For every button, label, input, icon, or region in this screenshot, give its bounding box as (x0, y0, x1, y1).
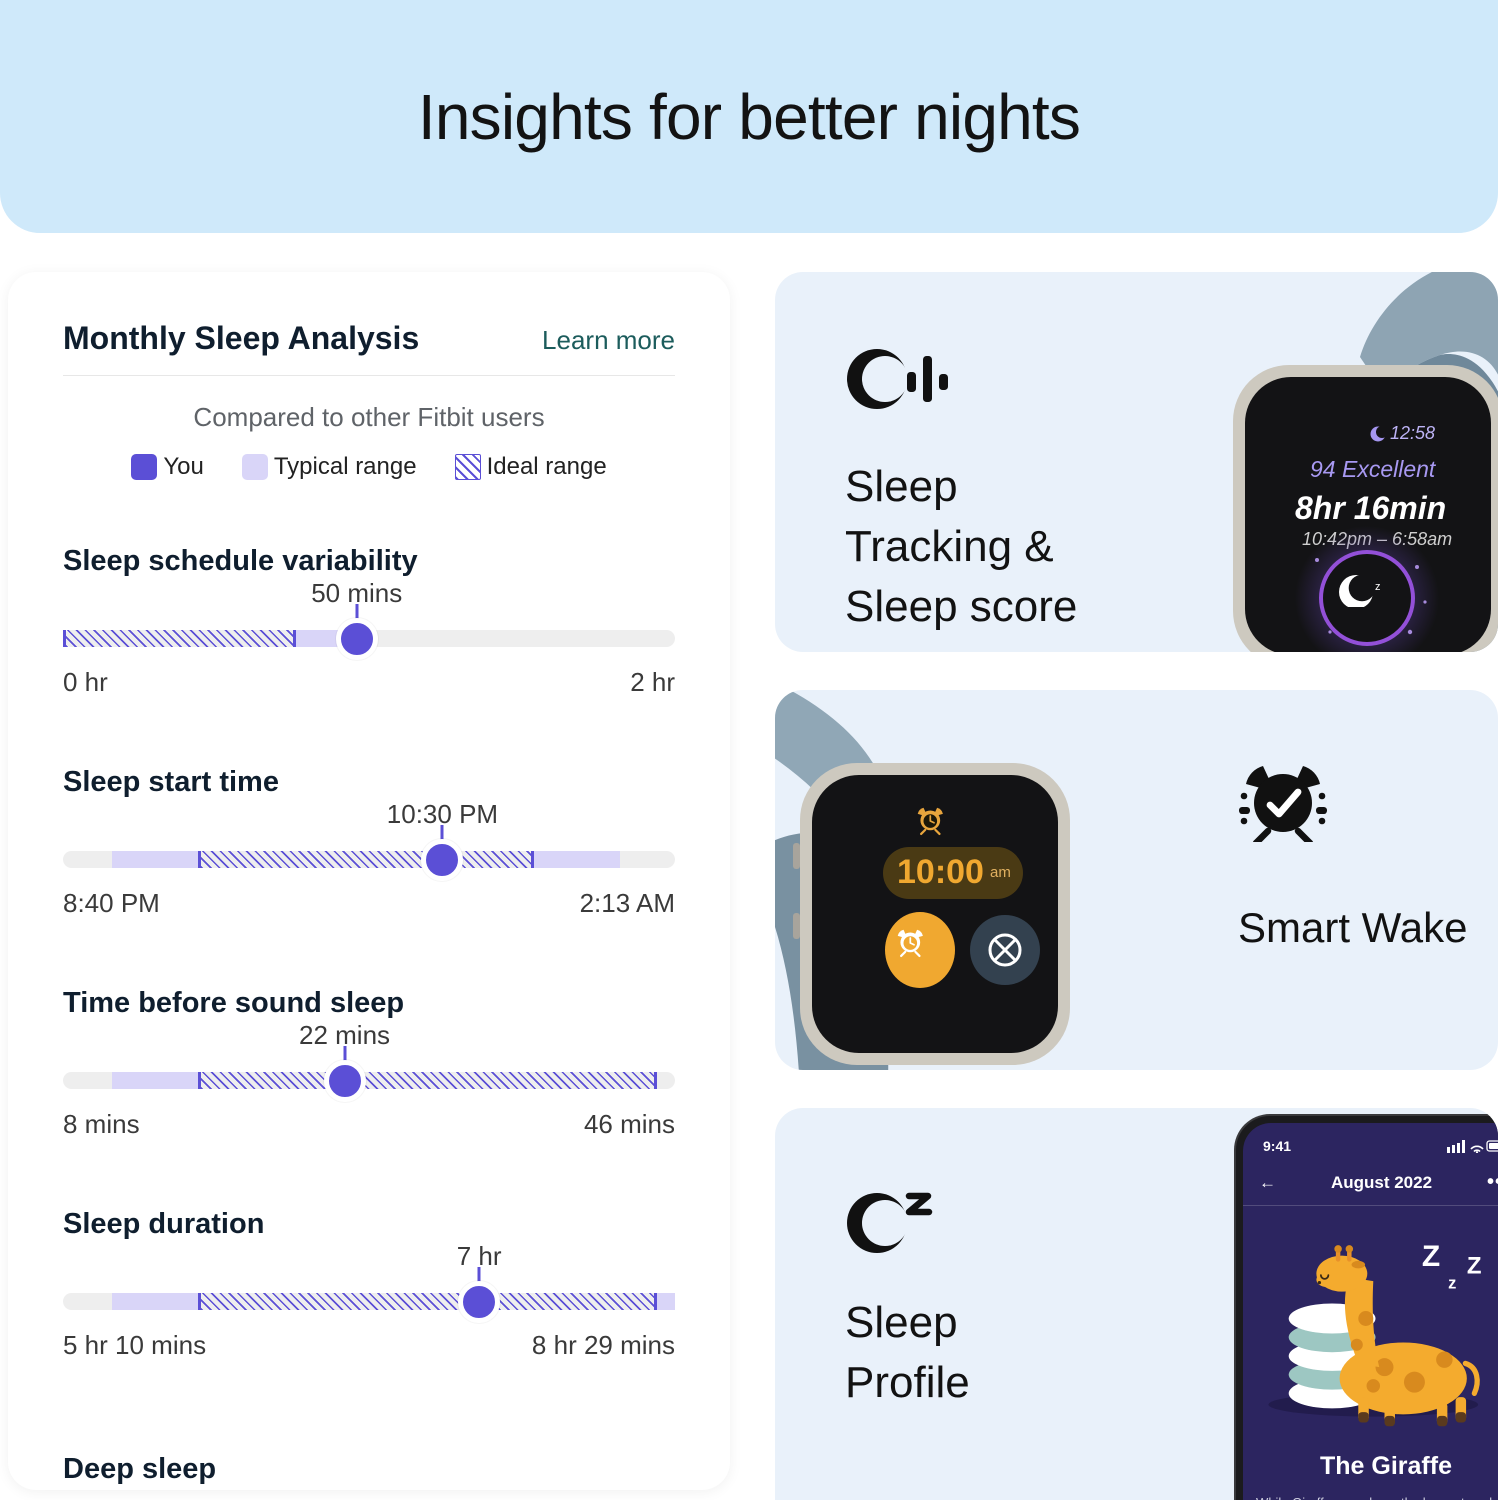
svg-text:10:00: 10:00 (897, 853, 984, 891)
svg-text:z: z (1448, 1275, 1456, 1293)
svg-text:z: z (1375, 581, 1381, 593)
svg-text:12:58: 12:58 (1390, 423, 1435, 443)
svg-text:Z: Z (1467, 1253, 1482, 1280)
svg-text:am: am (990, 864, 1011, 881)
svg-text:94 Excellent: 94 Excellent (1310, 456, 1437, 482)
svg-text:8hr 16min: 8hr 16min (1295, 490, 1446, 526)
svg-text:Z: Z (1422, 1240, 1440, 1273)
